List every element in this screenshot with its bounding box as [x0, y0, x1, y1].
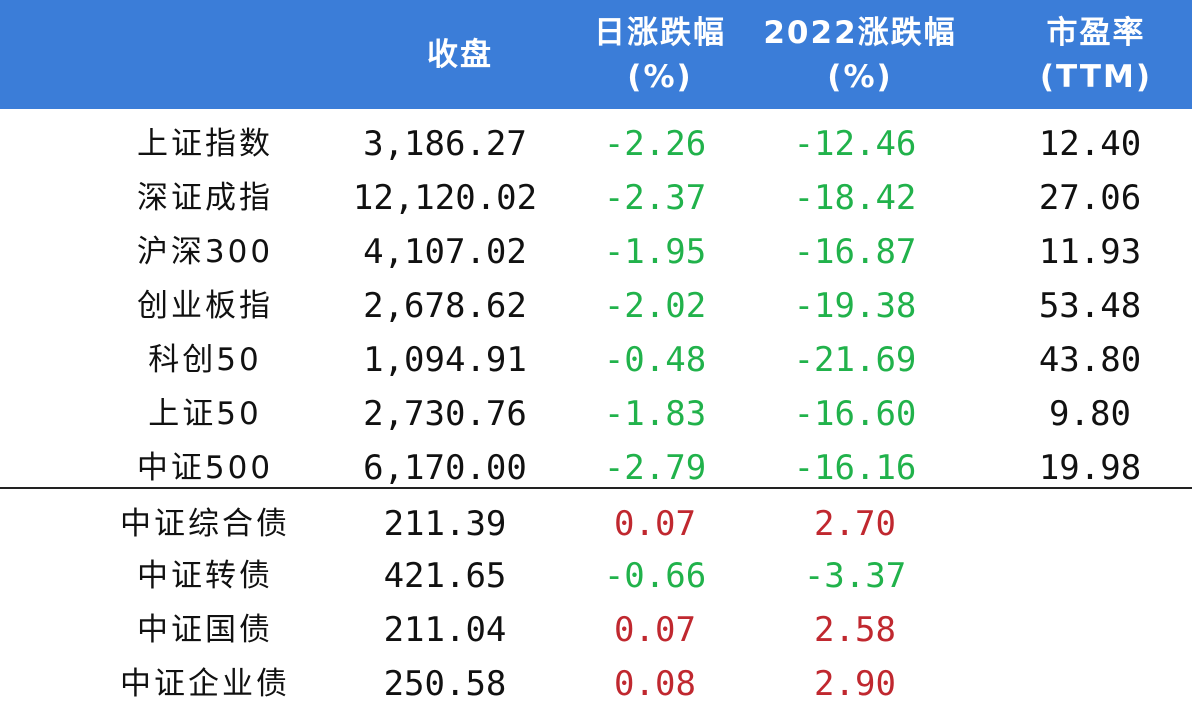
close-value: 250.58: [383, 664, 507, 704]
close-value: 421.65: [383, 556, 507, 596]
daily-change: -0.66: [603, 556, 707, 596]
close-value: 3,186.27: [363, 124, 527, 164]
table-row: 上证50 2,730.76 -1.83 -16.60 9.80: [0, 379, 1192, 434]
table-row: 中证综合债 211.39 0.07 2.70: [0, 487, 1192, 544]
ytd-change: -12.46: [793, 124, 917, 164]
ytd-change: -3.37: [803, 556, 907, 596]
ytd-change: -19.38: [793, 286, 917, 326]
ytd-change: 2.90: [814, 664, 896, 704]
ytd-change: -16.87: [793, 232, 917, 272]
table-row: 中证500 6,170.00 -2.79 -16.16 19.98: [0, 433, 1192, 488]
table-header: 收盘 日涨跌幅 (%) 2022涨跌幅 (%) 市盈率 (TTM): [0, 0, 1192, 109]
index-name: 沪深300: [136, 234, 274, 270]
header-daily-change: 日涨跌幅 (%): [560, 0, 760, 109]
header-ytd-unit: (%): [827, 58, 893, 95]
header-pe: 市盈率 (TTM): [1000, 0, 1192, 109]
header-close-label: 收盘: [427, 36, 493, 73]
pe-ratio: 27.06: [1038, 178, 1142, 218]
ytd-change: 2.58: [814, 610, 896, 650]
index-name: 上证50: [148, 396, 262, 432]
daily-change: -2.37: [603, 178, 707, 218]
index-name: 中证企业债: [120, 666, 290, 702]
index-name: 创业板指: [137, 288, 273, 324]
index-name: 深证成指: [137, 180, 273, 216]
daily-change: -1.95: [603, 232, 707, 272]
close-value: 6,170.00: [363, 448, 527, 488]
header-pe-unit: (TTM): [1039, 58, 1153, 95]
close-value: 1,094.91: [363, 340, 527, 380]
table-row: 科创50 1,094.91 -0.48 -21.69 43.80: [0, 325, 1192, 380]
ytd-change: -16.60: [793, 394, 917, 434]
header-close: 收盘: [360, 0, 560, 109]
table-row: 深证成指 12,120.02 -2.37 -18.42 27.06: [0, 163, 1192, 218]
daily-change: -2.26: [603, 124, 707, 164]
index-name: 中证国债: [137, 612, 273, 648]
header-pe-label: 市盈率: [1046, 14, 1146, 51]
pe-ratio: [990, 489, 1190, 543]
close-value: 12,120.02: [352, 178, 538, 218]
header-ytd-change: 2022涨跌幅 (%): [760, 0, 960, 109]
table-row: 沪深300 4,107.02 -1.95 -16.87 11.93: [0, 217, 1192, 272]
close-value: 2,678.62: [363, 286, 527, 326]
table-row: 上证指数 3,186.27 -2.26 -12.46 12.40: [0, 109, 1192, 164]
table-row: 中证国债 211.04 0.07 2.58: [0, 595, 1192, 650]
daily-change: 0.07: [614, 504, 696, 544]
close-value: 211.04: [383, 610, 507, 650]
table-body: 上证指数 3,186.27 -2.26 -12.46 12.40 深证成指 12…: [0, 109, 1192, 704]
close-value: 2,730.76: [363, 394, 527, 434]
close-value: 4,107.02: [363, 232, 527, 272]
ytd-change: -21.69: [793, 340, 917, 380]
daily-change: -0.48: [603, 340, 707, 380]
index-name: 上证指数: [137, 126, 273, 162]
pe-ratio: 19.98: [1038, 448, 1142, 488]
ytd-change: -16.16: [793, 448, 917, 488]
pe-ratio: [990, 649, 1190, 703]
daily-change: 0.08: [614, 664, 696, 704]
header-daily-unit: (%): [627, 58, 693, 95]
daily-change: -2.02: [603, 286, 707, 326]
ytd-change: -18.42: [793, 178, 917, 218]
pe-ratio: 12.40: [1038, 124, 1142, 164]
pe-ratio: 9.80: [1049, 394, 1131, 434]
pe-ratio: [990, 541, 1190, 595]
table-row: 中证企业债 250.58 0.08 2.90: [0, 649, 1192, 704]
daily-change: -2.79: [603, 448, 707, 488]
pe-ratio: 11.93: [1038, 232, 1142, 272]
header-daily-label: 日涨跌幅: [594, 14, 726, 51]
daily-change: -1.83: [603, 394, 707, 434]
ytd-change: 2.70: [814, 504, 896, 544]
index-name: 中证综合债: [120, 506, 290, 542]
index-name: 科创50: [148, 342, 262, 378]
table-row: 创业板指 2,678.62 -2.02 -19.38 53.48: [0, 271, 1192, 326]
index-name: 中证500: [136, 450, 274, 486]
header-ytd-label: 2022涨跌幅: [763, 14, 957, 51]
close-value: 211.39: [383, 504, 507, 544]
pe-ratio: 53.48: [1038, 286, 1142, 326]
table-row: 中证转债 421.65 -0.66 -3.37: [0, 541, 1192, 596]
daily-change: 0.07: [614, 610, 696, 650]
pe-ratio: [990, 595, 1190, 649]
pe-ratio: 43.80: [1038, 340, 1142, 380]
index-name: 中证转债: [137, 558, 273, 594]
